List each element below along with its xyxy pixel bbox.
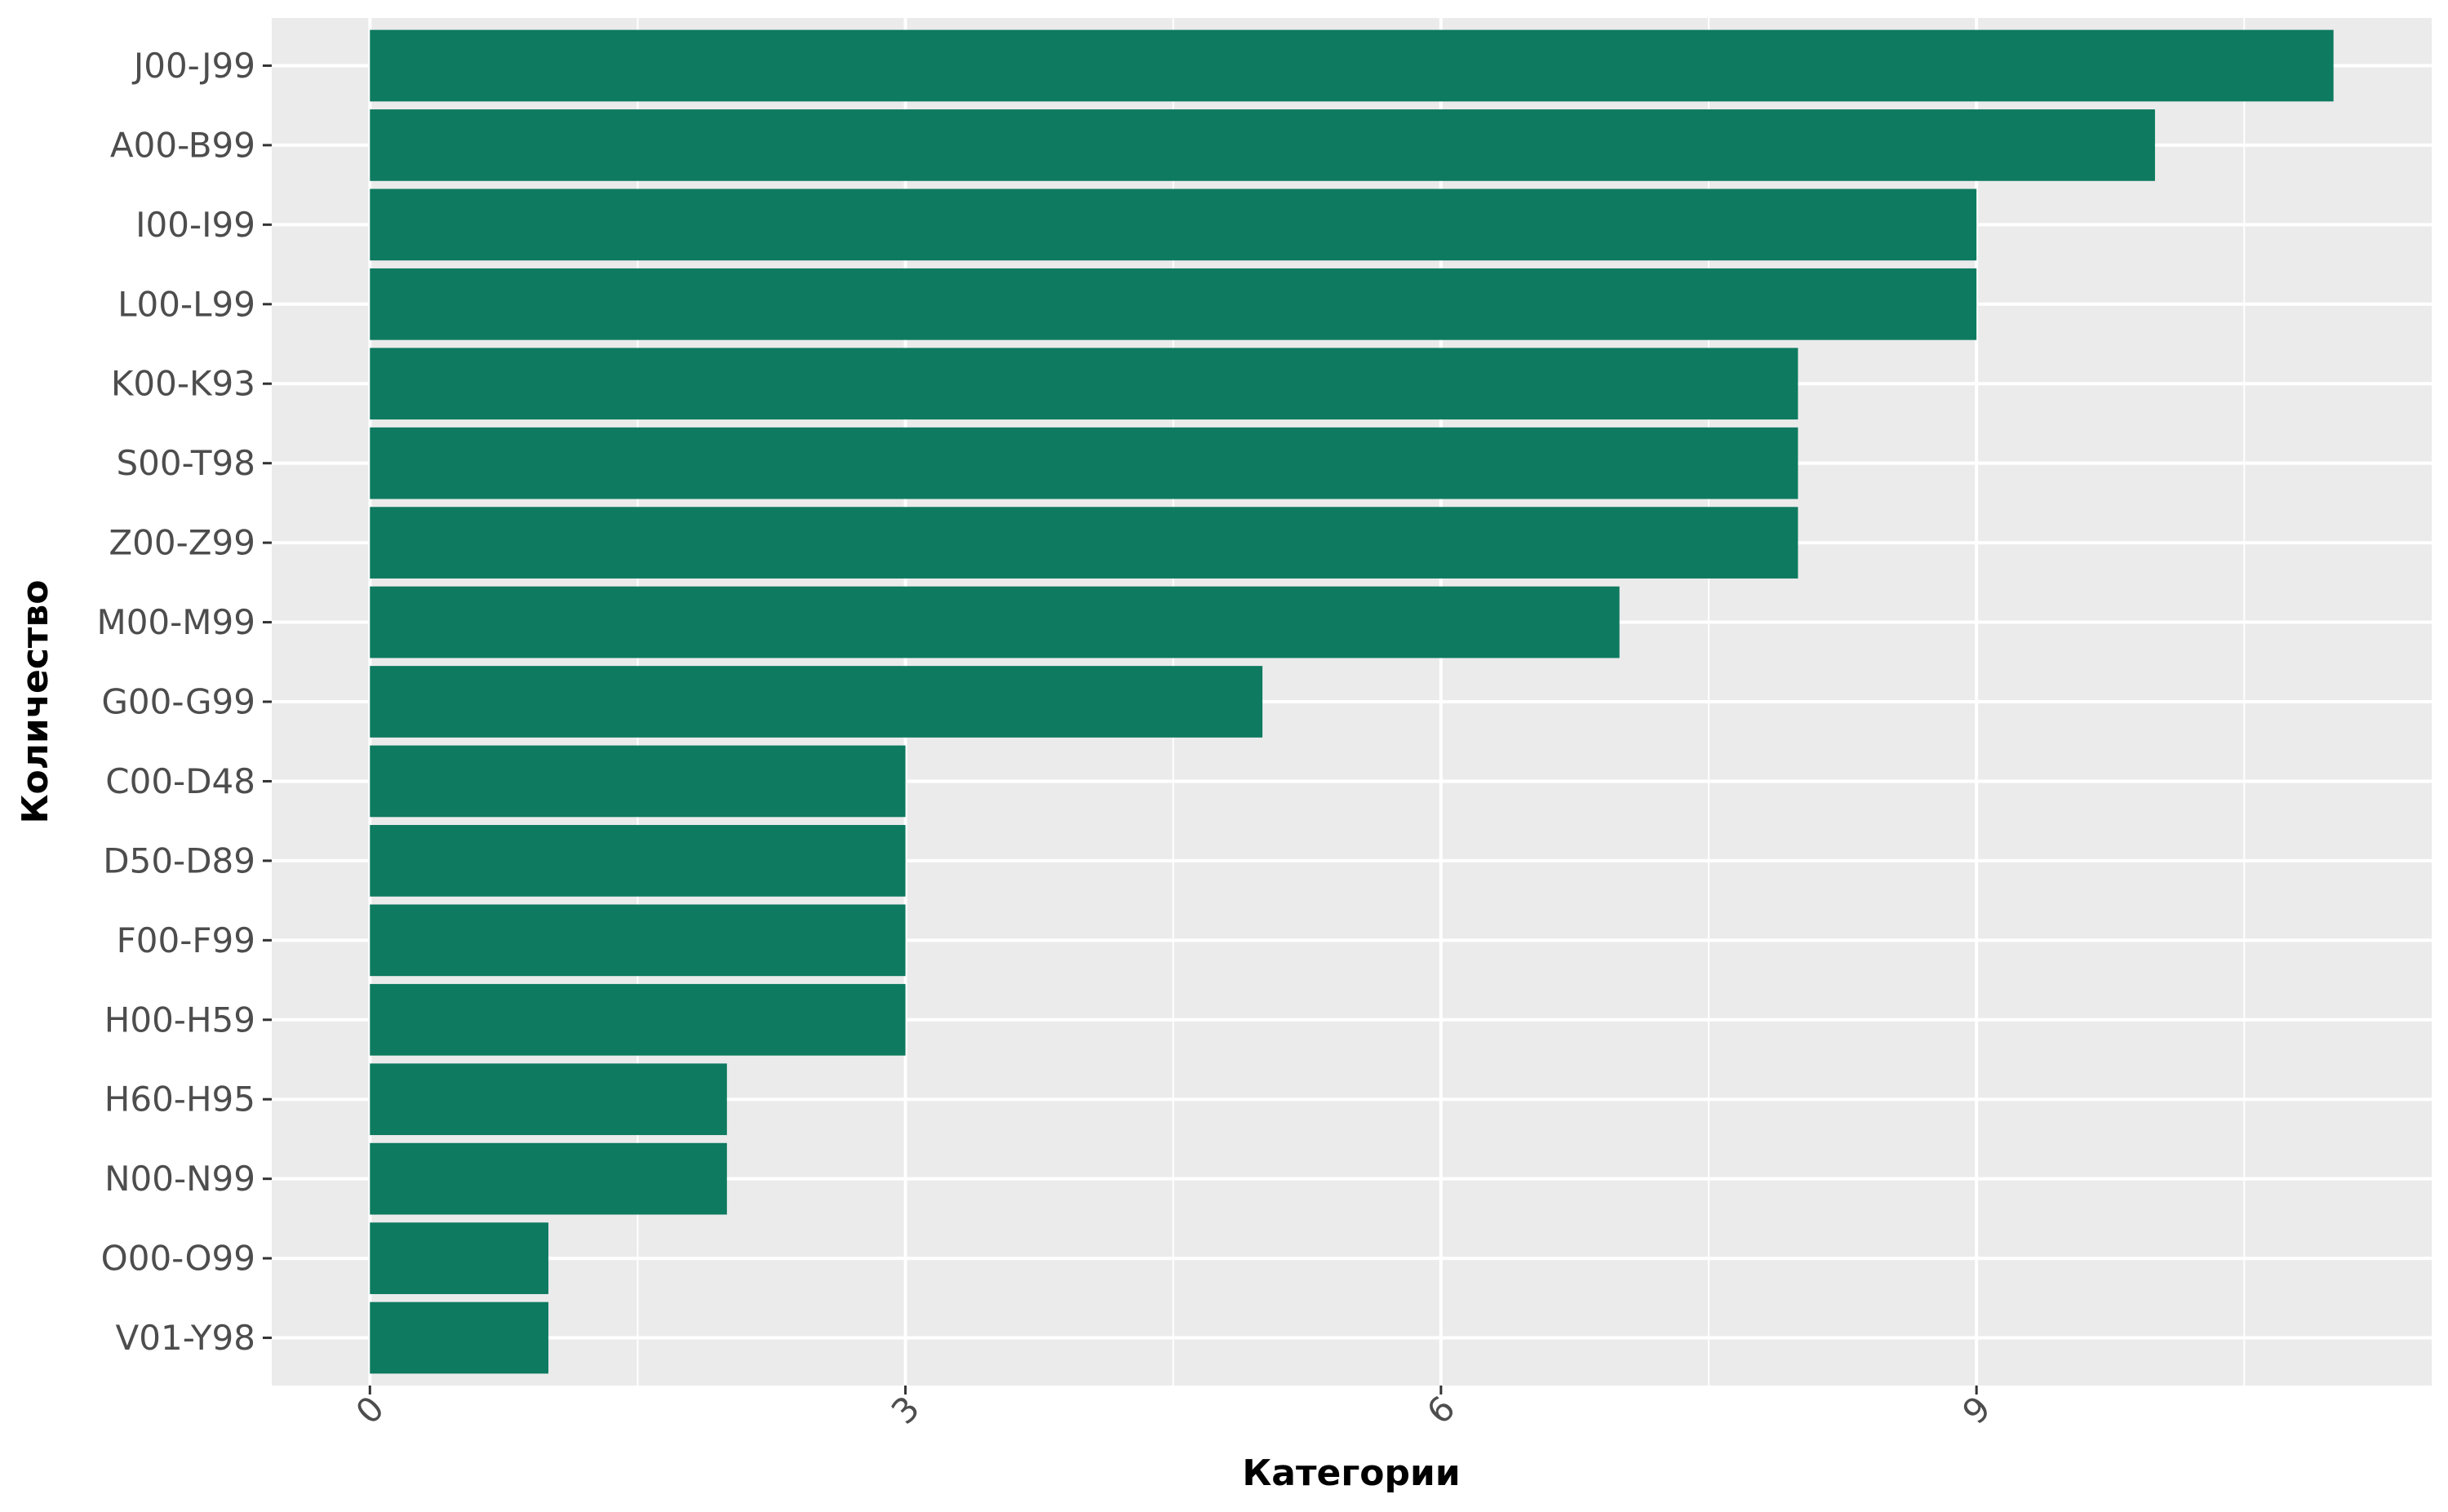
x-tick-label: 6 [1419,1388,1463,1432]
bar [370,1222,549,1294]
bars [370,29,2334,1374]
x-tick-label: 9 [1954,1388,1998,1432]
bar [370,268,1977,340]
y-tick-label: D50-D89 [103,840,255,880]
bar [370,745,906,818]
y-tick-label: J00-J99 [131,46,255,86]
bar [370,666,1263,738]
bar [370,1063,727,1136]
y-tick-label: K00-K93 [111,364,255,404]
y-tick-label: N00-N99 [104,1159,255,1199]
bar [370,507,1798,579]
y-tick-label: S00-T98 [116,443,255,483]
y-tick-label: M00-M99 [96,602,255,642]
y-tick-label: L00-L99 [118,284,255,324]
y-tick-label: H60-H95 [104,1080,255,1120]
bar [370,188,1977,261]
y-tick-label: Z00-Z99 [109,523,255,563]
bar [370,1301,549,1374]
y-tick-label: O00-O99 [101,1239,255,1279]
bar [370,29,2334,102]
x-tick-label: 3 [884,1388,928,1432]
y-tick-label: F00-F99 [117,920,255,960]
bar [370,348,1798,420]
bar [370,983,906,1056]
y-tick-label: A00-B99 [110,125,255,165]
x-axis: 0 3 6 9 [348,1386,1998,1432]
bar [370,586,1620,658]
y-tick-label: V01-Y98 [116,1318,255,1358]
y-tick-label: G00-G99 [101,682,255,722]
bar [370,1142,727,1215]
y-axis: J00-J99 A00-B99 I00-I99 L00-L99 K00-K93 S00-T… [96,46,272,1358]
y-tick-label: C00-D48 [105,761,255,801]
bar [370,825,906,897]
x-axis-title: Категории [1242,1452,1460,1494]
x-tick-label: 0 [348,1388,392,1432]
y-tick-label: H00-H59 [104,1000,255,1040]
bar [370,427,1798,499]
bar [370,109,2155,181]
y-axis-title: Количество [15,580,56,824]
bar [370,904,906,977]
y-tick-label: I00-I99 [135,205,255,245]
